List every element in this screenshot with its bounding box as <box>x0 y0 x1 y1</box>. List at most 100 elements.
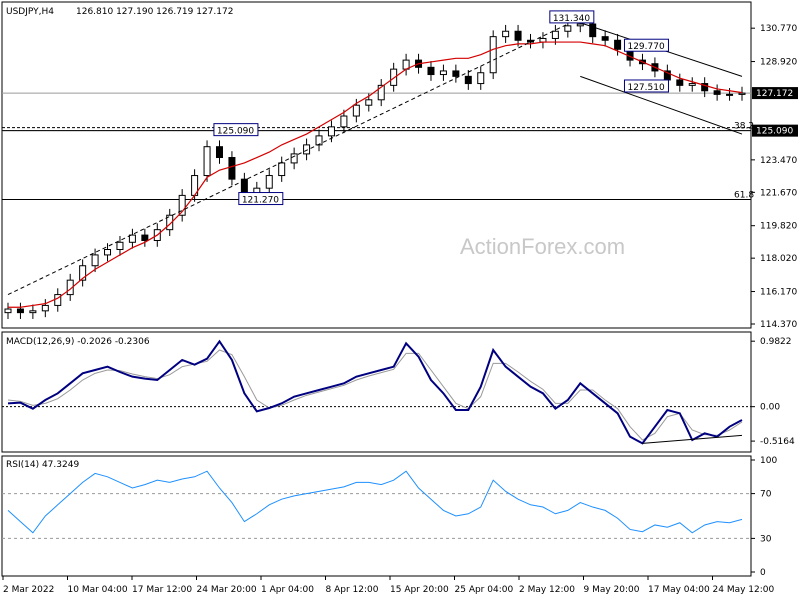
rsi-tick-label: 30 <box>760 534 772 544</box>
x-tick-label: 17 May 04:00 <box>648 585 710 595</box>
macd-line <box>7 339 743 445</box>
candle-body <box>489 36 497 74</box>
candle-body <box>676 79 684 86</box>
candle-body <box>315 135 323 146</box>
watermark: ActionForex.com <box>460 234 625 259</box>
rsi-layer <box>2 470 751 539</box>
price-annotation-box <box>213 123 259 137</box>
macd-tick-label: 0.9822 <box>760 337 792 347</box>
candle-body <box>514 30 522 41</box>
candle-body <box>303 144 311 155</box>
candle-body <box>265 175 273 189</box>
x-tick-label: 8 Apr 12:00 <box>326 585 379 595</box>
candle-body <box>215 146 223 159</box>
price-tag-label: 127.172 <box>756 89 793 99</box>
rsi-tick-label: 0 <box>760 568 766 578</box>
candle-body <box>738 92 746 95</box>
candle-body <box>327 126 335 137</box>
trendline <box>7 23 569 296</box>
candle-body <box>576 23 584 27</box>
candle-body <box>701 83 709 92</box>
price-tick-label: 119.820 <box>760 222 797 232</box>
price-tick-label: 114.370 <box>760 320 797 330</box>
candle-body <box>16 308 24 314</box>
candle-body <box>228 157 236 180</box>
candle-body <box>365 99 373 106</box>
x-tick-label: 25 Apr 04:00 <box>455 585 514 595</box>
macd-layer <box>2 339 751 445</box>
price-annotation-box <box>238 192 284 206</box>
price-tag-label: 125.090 <box>756 127 793 137</box>
price-annotation-box <box>623 79 669 93</box>
symbol-label: USDJPY,H4 <box>6 7 54 17</box>
candle-body <box>290 153 298 164</box>
candle-body <box>4 308 12 314</box>
x-tick-label: 1 Apr 04:00 <box>261 585 314 595</box>
rsi-tick-label: 100 <box>760 456 777 466</box>
rsi-line <box>7 470 743 534</box>
x-tick-label: 17 Mar 12:00 <box>132 585 192 595</box>
candle-body <box>352 104 360 117</box>
ema-line <box>8 41 743 308</box>
price-tag <box>752 87 798 100</box>
axis-layer: 130.770 128.920 127.172 125.090 123.470 121.6… <box>2 24 798 595</box>
price-annotation-box <box>623 38 669 52</box>
x-tick-label: 2 Mar 2022 <box>3 585 54 595</box>
candle-body <box>166 214 174 231</box>
candle-body <box>502 30 510 38</box>
macd-trendline <box>642 434 743 444</box>
candle-body <box>464 75 472 85</box>
price-tick-label: 130.770 <box>760 24 797 34</box>
fib-label: 61.8 <box>734 191 754 201</box>
trendline <box>580 75 743 135</box>
x-tick-label: 24 May 12:00 <box>713 585 775 595</box>
candle-body <box>551 30 559 39</box>
price-panel-frame <box>1 1 752 329</box>
price-tick-label: 121.670 <box>760 188 797 198</box>
macd-tick-label: -0.5164 <box>760 437 795 447</box>
candle-body <box>203 146 211 177</box>
price-annotation-label: 121.270 <box>242 196 279 206</box>
rsi-tick-label: 70 <box>760 490 772 500</box>
x-tick-label: 2 May 12:00 <box>519 585 575 595</box>
price-annotation-label: 127.510 <box>627 83 664 93</box>
fib-label: 38.2 <box>734 122 754 132</box>
candle-body <box>589 23 597 38</box>
candle-body <box>427 66 435 76</box>
candle-body <box>452 70 460 77</box>
candle-body <box>79 265 87 281</box>
price-annotation-label: 129.770 <box>627 42 664 52</box>
candle-body <box>29 310 37 314</box>
candle-body <box>439 70 447 76</box>
price-annotation-label: 125.090 <box>217 127 254 137</box>
candle-body <box>128 234 136 243</box>
candle-body <box>688 83 696 86</box>
candle-body <box>340 115 348 128</box>
x-tick-label: 15 Apr 20:00 <box>390 585 449 595</box>
rsi-title: RSI(14) 47.3249 <box>6 460 79 470</box>
price-annotation-label: 131.340 <box>553 14 590 24</box>
price-tick-label: 118.020 <box>760 254 797 264</box>
candle-body <box>713 90 721 95</box>
macd-panel-frame <box>1 331 752 453</box>
candle-body <box>377 84 385 101</box>
candle-body <box>601 36 609 41</box>
price-layer: 38.2 61.8 131.340 129.770 127.510 125.090 121.… <box>2 10 754 319</box>
macd-signal-line <box>7 349 743 441</box>
candle-body <box>178 194 186 216</box>
rsi-panel-frame <box>1 455 752 577</box>
price-annotation-box <box>549 10 595 24</box>
candle-body <box>477 72 485 85</box>
x-tick-label: 9 May 20:00 <box>584 585 640 595</box>
candle-body <box>104 249 112 256</box>
candle-body <box>41 304 49 312</box>
candle-body <box>141 234 149 241</box>
candle-body <box>726 93 734 96</box>
ohlc-label: 126.810 127.190 126.719 127.172 <box>76 7 233 17</box>
x-tick-label: 24 Mar 20:00 <box>197 585 257 595</box>
candle-body <box>614 39 622 50</box>
candle-body <box>390 68 398 86</box>
x-tick-label: 10 Mar 04:00 <box>68 585 128 595</box>
